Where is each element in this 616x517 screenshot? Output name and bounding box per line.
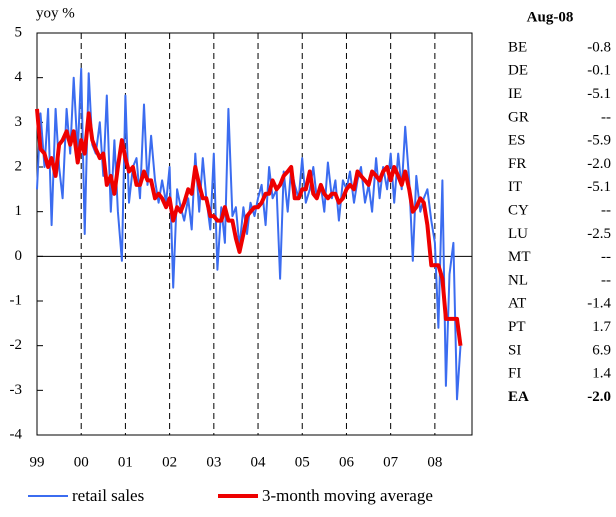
table-value: 1.7 bbox=[592, 319, 611, 335]
x-tick-label: 07 bbox=[383, 454, 399, 470]
table-code: NL bbox=[508, 272, 528, 288]
x-tick-label: 04 bbox=[251, 454, 267, 470]
x-tick-label: 00 bbox=[74, 454, 89, 470]
x-tick-label: 02 bbox=[162, 454, 177, 470]
y-axis-label: yoy % bbox=[36, 5, 75, 21]
table-value: -- bbox=[601, 203, 611, 219]
y-tick-label: -3 bbox=[10, 382, 23, 398]
table-title: Aug-08 bbox=[527, 9, 574, 25]
table-value: -2.5 bbox=[587, 226, 611, 242]
y-tick-label: -2 bbox=[10, 337, 23, 353]
table-code: FI bbox=[508, 366, 521, 382]
table-value: -2.0 bbox=[587, 156, 611, 172]
x-tick-label: 99 bbox=[30, 454, 45, 470]
table-value: -5.1 bbox=[587, 179, 611, 195]
x-tick-label: 03 bbox=[206, 454, 221, 470]
series-line bbox=[35, 108, 463, 346]
y-tick-label: 1 bbox=[15, 203, 23, 219]
table-value: -- bbox=[601, 272, 611, 288]
table-value: -1.4 bbox=[587, 296, 611, 312]
table-value: -5.9 bbox=[587, 133, 611, 149]
table-code: BE bbox=[508, 39, 527, 55]
y-tick-label: 4 bbox=[15, 69, 23, 85]
y-tick-label: 5 bbox=[15, 24, 23, 40]
table-value: -0.1 bbox=[587, 63, 611, 79]
table-code: SI bbox=[508, 342, 521, 358]
table-value: -2.0 bbox=[587, 389, 611, 405]
x-tick-label: 06 bbox=[339, 454, 355, 470]
table-code: FR bbox=[508, 156, 526, 172]
table-value: -- bbox=[601, 249, 611, 265]
y-tick-label: -4 bbox=[10, 426, 23, 442]
table-code: DE bbox=[508, 63, 528, 79]
table-value: -- bbox=[601, 109, 611, 125]
plot-frame bbox=[36, 32, 473, 436]
x-tick-label: 05 bbox=[295, 454, 310, 470]
y-tick-label: -1 bbox=[10, 292, 23, 308]
table-code: IE bbox=[508, 86, 522, 102]
y-tick-label: 0 bbox=[15, 248, 23, 264]
table-value: 1.4 bbox=[592, 366, 611, 382]
legend-label: 3-month moving average bbox=[262, 486, 433, 505]
legend-label: retail sales bbox=[72, 486, 144, 505]
y-tick-label: 2 bbox=[15, 158, 23, 174]
table-code: IT bbox=[508, 179, 522, 195]
table-code: ES bbox=[508, 133, 526, 149]
table-value: -5.1 bbox=[587, 86, 611, 102]
table-code: AT bbox=[508, 296, 526, 312]
table-code: CY bbox=[508, 203, 529, 219]
table-code: LU bbox=[508, 226, 528, 242]
table-code: GR bbox=[508, 109, 529, 125]
table-value: 6.9 bbox=[592, 342, 611, 358]
x-tick-label: 08 bbox=[427, 454, 442, 470]
table-code: EA bbox=[508, 389, 529, 405]
table-value: -0.8 bbox=[587, 39, 611, 55]
table-code: PT bbox=[508, 319, 526, 335]
series-line bbox=[36, 67, 462, 401]
table-code: MT bbox=[508, 249, 531, 265]
y-tick-label: 3 bbox=[15, 114, 23, 130]
x-tick-label: 01 bbox=[118, 454, 133, 470]
